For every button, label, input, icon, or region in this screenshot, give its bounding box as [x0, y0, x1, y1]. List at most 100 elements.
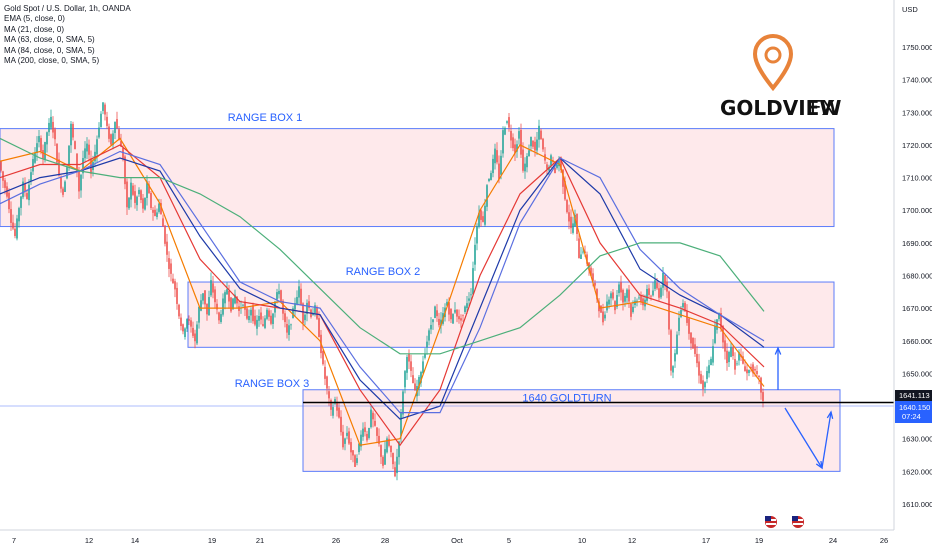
- candle-body: [26, 193, 28, 199]
- candle-body: [592, 273, 594, 281]
- candle-body: [154, 209, 156, 216]
- candle-body: [126, 181, 128, 208]
- candle-body: [586, 254, 588, 264]
- candle-body: [738, 352, 740, 361]
- candle-body: [580, 254, 582, 259]
- candle-body: [436, 310, 438, 317]
- x-tick-label: 14: [131, 536, 139, 545]
- candle-body: [746, 369, 748, 374]
- candle-body: [328, 391, 330, 399]
- down-arrow[interactable]: [784, 407, 823, 469]
- candle-body: [266, 309, 268, 319]
- y-tick-label: 1730.000: [902, 108, 932, 117]
- candle-body: [338, 407, 340, 418]
- indicator-ma84[interactable]: MA (84, close, 0, SMA, 5): [4, 45, 95, 55]
- time-axis[interactable]: 7 12 14 19 21 26 28 Oct 5 10 12 17 19 24 26: [0, 529, 894, 545]
- candle-body: [732, 347, 734, 356]
- range-box-label: RANGE BOX 2: [346, 266, 421, 278]
- candle-body: [160, 203, 162, 215]
- price-axis[interactable]: USD 1610.0001620.0001630.0001640.0001650…: [893, 0, 932, 530]
- candle-body: [108, 126, 110, 139]
- candle-body: [720, 313, 722, 329]
- candle-body: [694, 344, 696, 354]
- candle-body: [62, 188, 64, 195]
- candle-body: [54, 129, 56, 140]
- candle-body: [678, 317, 680, 332]
- indicator-ma63[interactable]: MA (63, close, 0, SMA, 5): [4, 35, 95, 45]
- candle-body: [628, 289, 630, 302]
- candle-body: [178, 304, 180, 317]
- candle-body: [152, 209, 154, 213]
- candle-body: [722, 325, 724, 343]
- up-arrow-head: [774, 346, 782, 355]
- candle-body: [358, 443, 360, 453]
- indicator-ma21[interactable]: MA (21, close, 0): [4, 24, 65, 34]
- candle-body: [168, 258, 170, 269]
- brand-suffix: FX: [810, 96, 836, 120]
- candle-body: [610, 293, 612, 299]
- candle-body: [92, 161, 94, 171]
- candle-body: [466, 303, 468, 309]
- candle-body: [32, 159, 34, 172]
- indicator-ema5[interactable]: EMA (5, close, 0): [4, 14, 65, 24]
- y-tick-label: 1620.000: [902, 467, 932, 476]
- x-tick-label: 26: [332, 536, 340, 545]
- candle-body: [48, 122, 50, 133]
- moving-average-ma84[interactable]: [0, 150, 765, 414]
- candle-body: [626, 289, 628, 298]
- candle-body: [200, 300, 202, 311]
- candle-body: [506, 121, 508, 123]
- candle-body: [682, 303, 684, 308]
- moving-average-ema5[interactable]: [0, 137, 765, 446]
- us-flag-icon[interactable]: [765, 516, 777, 528]
- candle-body: [340, 416, 342, 433]
- candle-body: [150, 192, 152, 208]
- y-tick-label: 1650.000: [902, 369, 932, 378]
- candle-body: [352, 450, 354, 456]
- candle-body: [20, 196, 22, 208]
- us-flag-icon[interactable]: [792, 516, 804, 528]
- candle-body: [754, 369, 756, 371]
- candle-body: [112, 133, 114, 146]
- candle-body: [758, 376, 760, 378]
- brand-logo: GOLDVIEW FX: [720, 34, 841, 120]
- candle-body: [706, 371, 708, 379]
- candle-body: [742, 356, 744, 364]
- candle-body: [222, 298, 224, 315]
- y-tick-label: 1610.000: [902, 500, 932, 509]
- candle-body: [652, 290, 654, 296]
- candle-body: [718, 312, 720, 320]
- candle-body: [176, 287, 178, 304]
- candle-body: [348, 431, 350, 444]
- candle-body: [98, 127, 100, 138]
- moving-average-ma63[interactable]: [0, 157, 765, 420]
- candle-body: [280, 290, 282, 302]
- candle-body: [526, 156, 528, 168]
- candle-body: [250, 309, 252, 316]
- candle-body: [362, 428, 364, 437]
- candle-body: [382, 456, 384, 466]
- candle-body: [324, 366, 326, 379]
- candle-body: [654, 280, 656, 289]
- candle-body: [16, 218, 18, 239]
- candle-body: [602, 311, 604, 323]
- event-flags[interactable]: [765, 516, 804, 528]
- y-tick-label: 1630.000: [902, 435, 932, 444]
- moving-average-ma200[interactable]: [0, 137, 765, 355]
- candle-body: [604, 314, 606, 319]
- candle-body: [624, 295, 626, 302]
- candle-body: [234, 294, 236, 304]
- candle-body: [74, 141, 76, 149]
- candle-body: [708, 365, 710, 374]
- candle-body: [166, 241, 168, 255]
- indicator-ma200[interactable]: MA (200, close, 0, SMA, 5): [4, 56, 100, 66]
- rebound-arrow[interactable]: [821, 411, 832, 469]
- candle-body: [118, 129, 120, 141]
- candle-body: [254, 315, 256, 325]
- rebound-arrow-head: [826, 410, 834, 419]
- candle-body: [194, 333, 196, 342]
- candle-body: [290, 324, 292, 326]
- moving-average-ma21[interactable]: [0, 144, 765, 447]
- candle-body: [0, 161, 2, 171]
